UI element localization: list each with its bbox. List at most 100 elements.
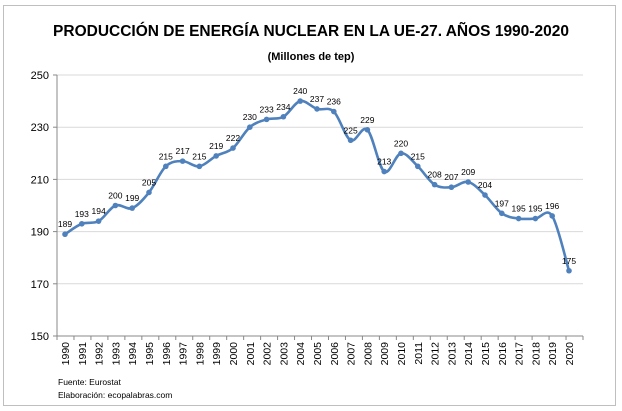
source-note: Fuente: Eurostat xyxy=(58,377,121,387)
x-tick-label: 2011 xyxy=(413,342,425,365)
x-tick-label: 2008 xyxy=(362,342,374,366)
data-point xyxy=(415,163,421,170)
data-label: 195 xyxy=(528,204,542,214)
data-point xyxy=(95,218,102,224)
data-point xyxy=(79,220,85,227)
data-label: 215 xyxy=(411,151,425,161)
data-label: 207 xyxy=(444,172,458,182)
data-label: 215 xyxy=(192,151,206,161)
data-label: 237 xyxy=(310,94,324,104)
y-tick-label: 190 xyxy=(31,227,49,239)
data-point xyxy=(62,231,68,238)
x-tick-label: 2005 xyxy=(312,342,324,366)
data-label: 197 xyxy=(495,198,509,208)
x-tick-label: 2010 xyxy=(396,342,408,366)
data-label: 219 xyxy=(209,141,223,151)
x-tick-label: 1994 xyxy=(127,342,139,366)
data-point xyxy=(196,163,203,170)
data-point xyxy=(230,145,236,151)
data-label: 205 xyxy=(142,177,156,187)
data-point xyxy=(482,192,488,198)
x-tick-label: 1990 xyxy=(60,342,72,366)
x-tick-label: 2019 xyxy=(547,342,559,366)
data-label: 193 xyxy=(75,209,89,219)
data-label: 233 xyxy=(260,104,274,114)
data-label: 225 xyxy=(344,125,358,135)
x-tick-label: 2015 xyxy=(480,342,492,366)
x-tick-label: 2000 xyxy=(228,342,240,366)
data-label: 213 xyxy=(377,157,391,167)
data-label: 195 xyxy=(512,204,526,214)
data-label: 220 xyxy=(394,138,408,148)
x-tick-label: 2014 xyxy=(463,342,475,366)
y-tick-label: 150 xyxy=(31,331,49,343)
data-point xyxy=(179,158,186,164)
data-label: 204 xyxy=(478,180,492,190)
data-label: 196 xyxy=(545,201,559,211)
x-tick-label: 2004 xyxy=(295,342,307,366)
x-tick-label: 2002 xyxy=(262,342,274,366)
x-tick-label: 2006 xyxy=(329,342,341,366)
data-label: 215 xyxy=(159,151,173,161)
data-point xyxy=(499,210,505,217)
x-tick-label: 1997 xyxy=(178,342,190,366)
data-label: 175 xyxy=(562,256,576,266)
y-tick-label: 250 xyxy=(31,70,49,82)
chart-title: PRODUCCIÓN DE ENERGÍA NUCLEAR EN LA UE-2… xyxy=(53,23,569,40)
data-point xyxy=(146,189,152,196)
data-point xyxy=(263,116,270,123)
x-tick-label: 2012 xyxy=(430,342,442,366)
data-point xyxy=(381,168,388,175)
data-label: 208 xyxy=(428,170,442,180)
data-point xyxy=(112,202,119,209)
data-point xyxy=(347,137,354,144)
data-point xyxy=(331,108,337,115)
data-label: 240 xyxy=(293,86,307,96)
x-tick-label: 1991 xyxy=(77,342,89,366)
data-label: 189 xyxy=(58,219,72,229)
data-point xyxy=(431,181,438,188)
x-tick-label: 2007 xyxy=(346,342,358,366)
data-point xyxy=(163,163,169,170)
data-point xyxy=(213,153,219,159)
data-point xyxy=(448,184,455,191)
data-point xyxy=(129,205,135,211)
data-point xyxy=(297,98,304,104)
credit-note: Elaboración: ecopalabras.com xyxy=(58,390,173,400)
data-point xyxy=(532,215,539,222)
data-point xyxy=(364,127,371,133)
x-tick-label: 2009 xyxy=(379,342,391,366)
data-label: 217 xyxy=(176,146,190,156)
x-tick-label: 1998 xyxy=(194,342,206,366)
x-tick-label: 2003 xyxy=(278,342,290,366)
data-label: 222 xyxy=(226,133,240,143)
data-point xyxy=(515,215,522,222)
data-label: 229 xyxy=(360,115,374,125)
series-line xyxy=(64,99,571,272)
x-tick-label: 1993 xyxy=(110,342,122,366)
y-tick-label: 210 xyxy=(31,174,49,186)
y-tick-label: 170 xyxy=(31,279,49,291)
data-label: 209 xyxy=(461,167,475,177)
y-tick-label: 230 xyxy=(31,122,49,134)
data-point xyxy=(566,267,572,274)
data-point xyxy=(398,150,404,157)
x-tick-label: 1995 xyxy=(144,342,156,366)
data-point xyxy=(280,113,287,120)
data-point xyxy=(314,106,320,112)
x-tick-label: 1999 xyxy=(211,342,223,366)
data-label: 194 xyxy=(92,206,106,216)
data-label: 234 xyxy=(276,102,290,112)
x-tick-label: 2001 xyxy=(245,342,257,366)
x-tick-label: 2018 xyxy=(530,342,542,366)
x-tick-label: 1996 xyxy=(161,342,173,366)
data-point xyxy=(549,213,555,219)
x-tick-label: 2017 xyxy=(514,342,526,366)
data-label: 236 xyxy=(327,97,341,107)
data-point xyxy=(465,179,472,185)
data-label: 230 xyxy=(243,112,257,122)
chart-frame xyxy=(3,5,616,406)
chart-subtitle: (Millones de tep) xyxy=(267,51,355,63)
data-label: 199 xyxy=(125,193,139,203)
